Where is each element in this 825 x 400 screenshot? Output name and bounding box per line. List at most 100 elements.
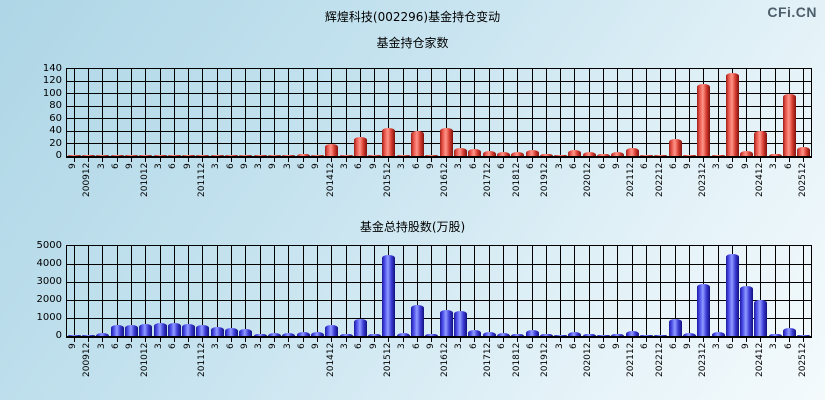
fund-shares-bar xyxy=(210,327,224,336)
fund-count-bar xyxy=(597,154,611,156)
gridline-v xyxy=(488,69,490,156)
gridline-v xyxy=(159,246,161,336)
x-axis-label: 3 xyxy=(454,343,465,349)
gridline-v xyxy=(502,246,504,336)
fund-count-bar xyxy=(225,154,239,156)
gridline-v xyxy=(216,69,218,156)
fund-shares-bar xyxy=(611,333,625,336)
x-axis-label: 9 xyxy=(239,163,250,169)
x-axis-label: 202512 xyxy=(797,343,808,378)
x-axis-label: 3 xyxy=(454,163,465,169)
gridline-v xyxy=(660,69,662,156)
x-axis-label: 201712 xyxy=(483,343,494,378)
fund-shares-bar xyxy=(225,327,239,336)
gridline-v xyxy=(660,246,662,336)
gridline-v xyxy=(259,69,261,156)
fund-count-bar xyxy=(310,154,324,156)
gridline-v xyxy=(474,69,476,156)
x-axis-label: 9 xyxy=(611,343,622,349)
x-axis-label: 6 xyxy=(568,343,579,349)
gridline-v xyxy=(603,246,605,336)
x-axis-label: 202012 xyxy=(583,343,594,378)
x-axis-tick xyxy=(188,338,190,342)
fund-shares-bar xyxy=(554,334,568,336)
fund-shares-bar xyxy=(368,334,382,336)
fund-count-bar xyxy=(353,137,367,156)
x-axis-tick xyxy=(231,158,233,162)
gridline-v xyxy=(417,69,419,156)
x-axis-tick xyxy=(173,158,175,162)
x-axis-tick xyxy=(73,158,75,162)
fund-shares-bar xyxy=(282,333,296,336)
fund-shares-bar xyxy=(525,329,539,336)
fund-shares-bar xyxy=(697,283,711,336)
x-axis-tick xyxy=(545,158,547,162)
fund-shares-bar xyxy=(96,333,110,336)
gridline-v xyxy=(87,246,89,336)
gridline-v xyxy=(402,69,404,156)
fund-shares-bar xyxy=(239,328,253,336)
fund-shares-bar xyxy=(81,334,95,336)
gridline-v xyxy=(760,246,762,336)
fund-count-bar xyxy=(725,73,739,156)
x-axis-label: 6 xyxy=(168,163,179,169)
x-axis-tick xyxy=(760,338,762,342)
x-axis-label: 9 xyxy=(311,343,322,349)
y-axis-label: 40 xyxy=(49,125,62,137)
x-axis-tick xyxy=(431,338,433,342)
gridline-v xyxy=(331,69,333,156)
fund-count-bar xyxy=(439,128,453,156)
gridline-v xyxy=(231,69,233,156)
x-axis-label: 6 xyxy=(297,163,308,169)
fund-count-bar xyxy=(139,154,153,156)
x-axis-tick xyxy=(803,338,805,342)
x-axis-tick xyxy=(502,158,504,162)
fund-count-bar xyxy=(267,154,281,156)
x-axis-tick xyxy=(273,338,275,342)
x-axis-tick xyxy=(474,338,476,342)
x-axis-label: 9 xyxy=(268,163,279,169)
fund-count-bar xyxy=(396,154,410,156)
x-axis-label: 3 xyxy=(397,343,408,349)
x-axis-tick xyxy=(202,338,204,342)
x-axis-tick xyxy=(645,158,647,162)
gridline-v xyxy=(130,69,132,156)
fund-shares-bar xyxy=(167,323,181,336)
x-axis-tick xyxy=(359,338,361,342)
fund-count-bar xyxy=(239,154,253,156)
fund-shares-bar xyxy=(253,334,267,336)
x-axis-label: 6 xyxy=(111,343,122,349)
y-axis-label: 5000 xyxy=(36,240,62,251)
x-axis-tick xyxy=(717,158,719,162)
x-axis-tick xyxy=(359,158,361,162)
fund-count-bar xyxy=(797,146,811,156)
gridline-v xyxy=(445,69,447,156)
x-axis-label: 9 xyxy=(125,163,136,169)
x-axis-label: 3 xyxy=(712,343,722,349)
gridline-v xyxy=(159,69,161,156)
x-axis-label: 9 xyxy=(425,163,436,169)
x-axis-label: 9 xyxy=(68,343,79,349)
fund-count-bar xyxy=(167,154,181,156)
x-axis-tick xyxy=(245,158,247,162)
gridline-v xyxy=(273,69,275,156)
gridline-v xyxy=(116,246,118,336)
x-axis-tick xyxy=(417,158,419,162)
fund-shares-bar xyxy=(668,318,682,336)
x-axis-tick xyxy=(789,158,791,162)
fund-shares-bar xyxy=(439,309,453,336)
x-axis-label: 3 xyxy=(712,163,722,169)
fund-count-bar xyxy=(711,154,725,156)
x-axis-label: 201512 xyxy=(382,163,393,198)
gridline-v xyxy=(102,246,104,336)
x-axis-tick xyxy=(202,158,204,162)
x-axis-tick xyxy=(746,338,748,342)
x-axis-tick xyxy=(674,338,676,342)
x-axis-label: 202512 xyxy=(797,163,808,198)
fund-count-bar xyxy=(654,154,668,156)
fund-shares-bar xyxy=(267,333,281,336)
fund-shares-bar xyxy=(482,331,496,336)
gridline-v xyxy=(631,246,633,336)
gridline-v xyxy=(145,69,147,156)
